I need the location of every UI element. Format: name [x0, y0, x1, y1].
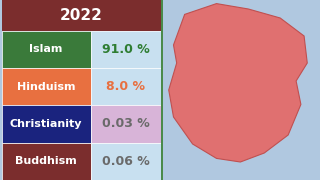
FancyBboxPatch shape [91, 68, 161, 105]
FancyBboxPatch shape [2, 68, 91, 105]
Text: Buddhism: Buddhism [15, 156, 77, 166]
FancyBboxPatch shape [161, 0, 163, 180]
Text: Hinduism: Hinduism [17, 82, 76, 92]
FancyBboxPatch shape [2, 143, 91, 180]
FancyBboxPatch shape [161, 0, 320, 180]
Text: Islam: Islam [29, 44, 63, 54]
Text: 91.0 %: 91.0 % [102, 43, 150, 56]
FancyBboxPatch shape [91, 31, 161, 68]
Text: 2022: 2022 [60, 8, 103, 23]
Text: 0.06 %: 0.06 % [102, 155, 150, 168]
Text: 0.03 %: 0.03 % [102, 118, 150, 130]
Polygon shape [169, 4, 307, 162]
Text: Christianity: Christianity [10, 119, 82, 129]
FancyBboxPatch shape [2, 105, 91, 143]
FancyBboxPatch shape [2, 0, 161, 31]
Text: 8.0 %: 8.0 % [106, 80, 145, 93]
FancyBboxPatch shape [91, 143, 161, 180]
FancyBboxPatch shape [2, 31, 91, 68]
FancyBboxPatch shape [91, 105, 161, 143]
